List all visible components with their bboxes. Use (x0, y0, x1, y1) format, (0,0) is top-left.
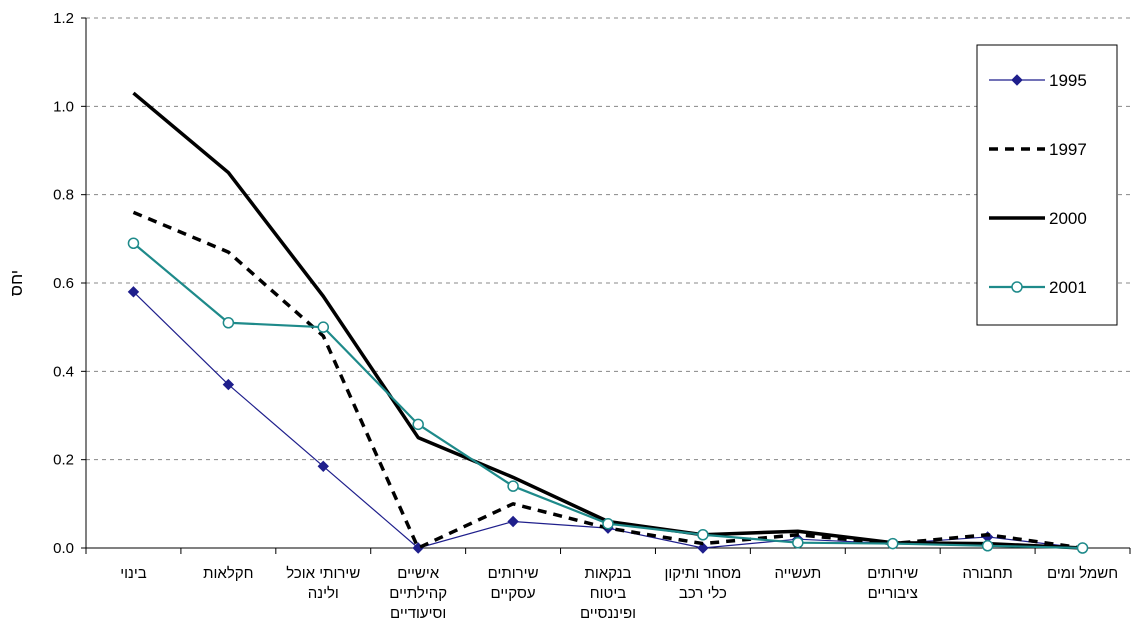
x-tick-label-1: חקלאות (203, 565, 253, 582)
x-tick-label-line: ולינה (308, 585, 339, 602)
x-tick-label-6: מסחר ותיקון כלי רכב (664, 565, 741, 602)
series-2001 (127, 237, 1089, 554)
data-point-2001-9 (981, 540, 994, 552)
legend-marker-1995 (1011, 74, 1023, 86)
x-tick-label-0: בינוי (120, 565, 147, 582)
x-tick-label-line: עסקיים (491, 585, 536, 602)
axes (81, 17, 1131, 554)
x-tick-label-line: אישיים (397, 565, 440, 582)
data-point-1995-4 (507, 515, 519, 528)
x-tick-label-line: ביטוח (590, 585, 626, 602)
y-tick-label-5: 1.0 (53, 98, 74, 115)
legend: 1995 1997 2000 2001 (976, 44, 1118, 326)
x-tick-label-line: ופיננסיים (580, 605, 636, 622)
x-tick-label-line: מסחר ותיקון (664, 565, 741, 582)
legend-box (976, 44, 1118, 326)
x-tick-label-5: בנקאות ביטוח ופיננסיים (580, 565, 636, 622)
tick-labels: 0.0 0.2 0.4 0.6 0.8 1.0 1.2 בינוי חקלאות שירותי א… (7, 10, 1118, 622)
x-tick-label-line: בינוי (120, 565, 147, 582)
y-tick-label-4: 0.8 (53, 187, 74, 204)
series-2000 (132, 91, 1083, 550)
legend-label-1997: 1997 (1049, 140, 1087, 159)
series-line-1995 (133, 291, 1083, 549)
x-tick-label-4: שירותים עסקיים (488, 565, 539, 602)
x-tick-label-line: וסיעודיים (390, 605, 446, 622)
data-point-2001-0 (127, 237, 140, 249)
data-point-2001-7 (792, 536, 804, 549)
x-tick-label-2: שירותי אוכל ולינה (286, 565, 360, 602)
legend-label-2000: 2000 (1049, 209, 1087, 228)
data-point-2001-1 (222, 317, 235, 329)
x-tick-label-line: קהילתיים (389, 585, 447, 602)
legend-label-1995: 1995 (1049, 71, 1087, 90)
x-tick-label-line: שירותי אוכל (286, 565, 360, 582)
x-tick-label-8: שירותים ציבוריים (867, 565, 918, 602)
y-axis-label: יחס (7, 270, 26, 296)
y-tick-label-3: 0.6 (53, 275, 74, 292)
x-tick-label-3: אישיים קהילתיים וסיעודיים (389, 565, 447, 622)
data-point-2001-5 (602, 517, 614, 530)
x-tick-label-9: תחבורה (963, 565, 1013, 582)
x-tick-label-line: שירותים (867, 565, 918, 582)
x-tick-label-10: חשמל ומים (1047, 565, 1118, 582)
x-tick-label-line: שירותים (488, 565, 539, 582)
data-point-1995-2 (317, 460, 329, 472)
x-tick-label-line: כלי רכב (679, 585, 727, 602)
y-tick-label-0: 0.0 (53, 540, 74, 557)
data-point-2001-4 (507, 480, 519, 492)
x-tick-label-7: תעשייה (774, 565, 821, 582)
x-tick-label-line: תעשייה (774, 565, 821, 582)
series-line-2001 (132, 242, 1083, 550)
x-tick-label-line: חשמל ומים (1047, 565, 1118, 582)
data-point-1995-1 (222, 378, 235, 391)
gridlines (86, 17, 1130, 461)
series-lines (127, 91, 1089, 554)
data-point-2001-10 (1076, 542, 1089, 554)
data-point-1995-0 (127, 286, 140, 298)
y-tick-label-1: 0.2 (53, 452, 74, 469)
x-tick-label-line: תחבורה (963, 565, 1013, 582)
data-point-2001-6 (697, 529, 709, 541)
x-tick-label-line: חקלאות (203, 565, 253, 582)
x-tick-label-line: ציבוריים (868, 585, 918, 602)
x-tick-label-line: בנקאות (584, 565, 631, 582)
series-1995 (127, 286, 1089, 554)
y-tick-label-2: 0.4 (53, 363, 74, 380)
data-point-2001-2 (317, 321, 330, 333)
y-tick-label-6: 1.2 (53, 10, 74, 27)
data-point-2001-3 (412, 418, 424, 431)
data-point-1995-6 (697, 542, 709, 554)
legend-label-2001: 2001 (1049, 278, 1087, 297)
series-line-2000 (132, 91, 1083, 550)
data-point-2001-8 (886, 537, 899, 550)
series-1997 (132, 210, 1083, 550)
legend-marker-2001 (1011, 281, 1023, 293)
series-line-1997 (132, 210, 1083, 550)
